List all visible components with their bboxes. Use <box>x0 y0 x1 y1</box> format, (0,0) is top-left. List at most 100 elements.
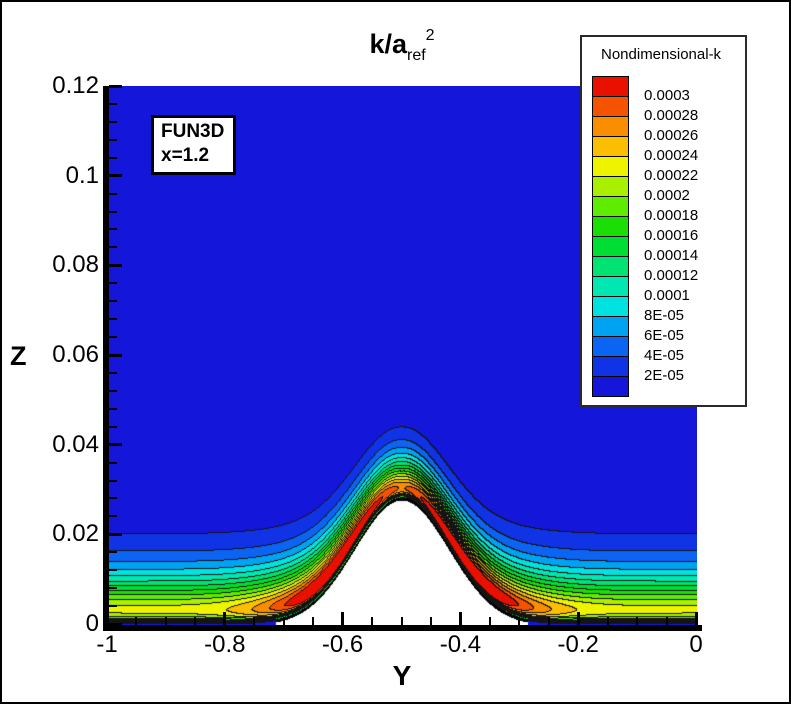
legend-level-label: 4E-05 <box>644 347 685 364</box>
z-axis-tick-label: 0.08 <box>52 251 99 279</box>
x-axis-minor-tick <box>164 617 167 625</box>
z-axis-major-tick <box>109 532 122 536</box>
chart-title-subscript: ref <box>406 47 426 64</box>
annotation-line1: FUN3D <box>161 121 225 142</box>
legend-swatch <box>592 316 629 337</box>
z-axis-tick-label: 0.04 <box>52 430 99 458</box>
z-axis-minor-tick <box>109 318 117 321</box>
z-axis-major-tick <box>109 174 122 178</box>
x-axis-minor-tick <box>282 617 285 625</box>
x-axis-minor-tick <box>194 617 197 625</box>
z-axis-minor-tick <box>109 569 117 572</box>
legend-title: Nondimensional-k <box>601 46 722 63</box>
z-axis-tick-label: 0.06 <box>52 341 99 368</box>
z-axis-minor-tick <box>109 210 117 213</box>
x-axis-minor-tick <box>636 617 639 625</box>
x-axis-minor-tick <box>253 617 256 625</box>
legend-level-label: 0.00022 <box>644 167 699 184</box>
x-axis-minor-tick <box>488 617 491 625</box>
x-axis-tick-label: 0 <box>689 631 703 658</box>
x-axis-tick-label: -0.8 <box>204 631 246 658</box>
legend-swatch <box>592 336 629 357</box>
z-axis-major-tick <box>109 84 122 88</box>
legend-level-label: 0.00016 <box>644 227 699 244</box>
legend-swatch <box>592 216 629 237</box>
legend-swatch <box>592 296 629 317</box>
legend-swatch <box>592 156 629 177</box>
x-axis-minor-tick <box>547 617 550 625</box>
z-axis-tick-label: 0.02 <box>52 520 99 548</box>
z-axis-minor-tick <box>109 102 117 105</box>
x-axis-tick-label: -0.6 <box>321 631 364 658</box>
legend-swatch <box>592 356 629 377</box>
x-axis-tick-label: -1 <box>96 631 118 658</box>
x-axis-minor-tick <box>371 617 374 625</box>
z-axis-minor-tick <box>109 479 117 482</box>
z-axis-title: Z <box>10 341 27 371</box>
z-axis-minor-tick <box>109 605 117 608</box>
legend-swatch <box>592 276 629 297</box>
legend-level-label: 2E-05 <box>644 367 685 384</box>
chart-title-main: k/a <box>369 29 407 59</box>
z-axis-minor-tick <box>109 246 117 249</box>
legend-level-label: 0.00024 <box>644 147 699 164</box>
x-axis-minor-tick <box>135 617 138 625</box>
legend-swatch <box>592 176 629 197</box>
x-axis-major-tick <box>341 612 345 625</box>
legend-level-label: 8E-05 <box>644 307 685 324</box>
z-axis-tick-label: 0.1 <box>65 161 99 189</box>
legend-swatch <box>592 136 629 157</box>
legend-level-label: 0.00012 <box>644 267 699 284</box>
z-axis-minor-tick <box>109 587 117 590</box>
legend-level-label: 6E-05 <box>644 327 685 344</box>
legend-swatch <box>592 196 629 217</box>
x-axis-tick-label: -0.2 <box>557 631 599 658</box>
z-axis-minor-tick <box>109 192 117 195</box>
z-axis-minor-tick <box>109 371 117 374</box>
x-axis-tick-label: -0.4 <box>439 631 482 658</box>
x-axis-minor-tick <box>665 617 668 625</box>
annotation-box: FUN3D x=1.2 <box>151 115 237 175</box>
chart-title-superscript: 2 <box>425 27 435 44</box>
legend-level-label: 0.00026 <box>644 127 699 144</box>
x-axis-major-tick <box>576 612 580 625</box>
z-axis-minor-tick <box>109 389 117 392</box>
x-axis-minor-tick <box>518 617 521 625</box>
x-axis-minor-tick <box>312 617 315 625</box>
z-axis-tick-label: 0.12 <box>52 72 99 99</box>
z-axis-minor-tick <box>109 407 117 410</box>
legend-swatch <box>592 76 629 97</box>
z-axis-minor-tick <box>109 551 117 554</box>
z-axis-minor-tick <box>109 120 117 123</box>
z-axis-minor-tick <box>109 461 117 464</box>
legend: Nondimensional-k 0.0003 0.00028 0.00026 0.0… <box>580 35 747 407</box>
legend-swatch <box>592 96 629 117</box>
legend-swatch <box>592 376 629 397</box>
legend-level-label: 0.00014 <box>644 247 699 264</box>
legend-swatch <box>592 236 629 257</box>
z-axis-minor-tick <box>109 228 117 231</box>
legend-level-label: 0.0001 <box>644 287 690 304</box>
x-axis-major-tick <box>223 612 227 625</box>
legend-colorbar <box>592 76 629 397</box>
z-axis-line <box>103 86 109 631</box>
x-axis-major-tick <box>694 612 698 625</box>
z-axis-minor-tick <box>109 282 117 285</box>
z-axis-minor-tick <box>109 336 117 339</box>
z-axis-minor-tick <box>109 497 117 500</box>
legend-level-label: 0.0003 <box>644 87 690 104</box>
z-axis-minor-tick <box>109 138 117 141</box>
x-axis-major-tick <box>458 612 462 625</box>
legend-level-label: 0.0002 <box>644 187 690 204</box>
y-axis-line <box>103 625 702 631</box>
z-axis-major-tick <box>109 443 122 447</box>
z-axis-minor-tick <box>109 156 117 159</box>
annotation-line2: x=1.2 <box>161 144 210 166</box>
z-axis-tick-label: 0 <box>85 610 99 637</box>
z-axis-major-tick <box>109 353 122 357</box>
x-axis-minor-tick <box>606 617 609 625</box>
x-axis-minor-tick <box>400 617 403 625</box>
legend-level-label: 0.00028 <box>644 107 699 124</box>
x-axis-minor-tick <box>429 617 432 625</box>
z-axis-major-tick <box>109 622 122 626</box>
